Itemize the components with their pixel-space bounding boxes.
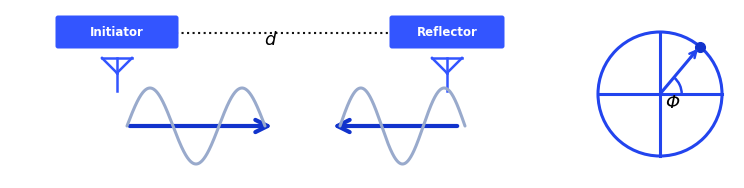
Text: d: d xyxy=(264,31,276,49)
Circle shape xyxy=(598,32,722,156)
FancyBboxPatch shape xyxy=(56,15,179,49)
FancyBboxPatch shape xyxy=(390,15,504,49)
Text: Φ: Φ xyxy=(665,94,679,112)
Text: Initiator: Initiator xyxy=(90,26,144,39)
Text: Reflector: Reflector xyxy=(417,26,478,39)
